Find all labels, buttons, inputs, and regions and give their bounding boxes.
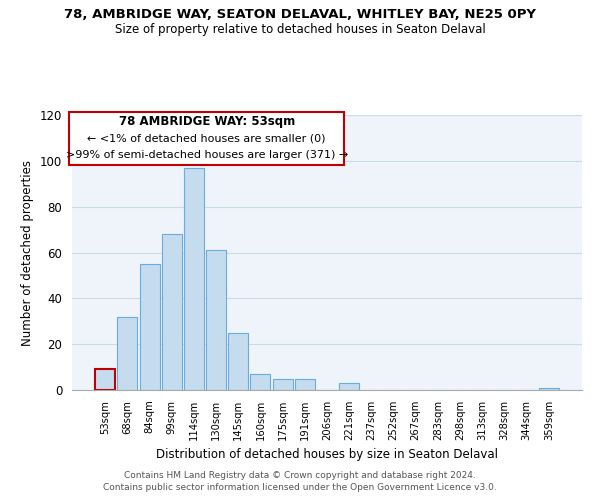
Text: Contains HM Land Registry data © Crown copyright and database right 2024.: Contains HM Land Registry data © Crown c…	[124, 471, 476, 480]
Bar	[250, 374, 271, 390]
Y-axis label: Number of detached properties: Number of detached properties	[22, 160, 34, 346]
Bar	[206, 250, 226, 390]
Bar	[95, 370, 115, 390]
Bar	[140, 264, 160, 390]
Bar	[118, 316, 137, 390]
Bar	[272, 378, 293, 390]
Bar	[162, 234, 182, 390]
Text: ← <1% of detached houses are smaller (0): ← <1% of detached houses are smaller (0)	[88, 134, 326, 143]
X-axis label: Distribution of detached houses by size in Seaton Delaval: Distribution of detached houses by size …	[156, 448, 498, 462]
Bar	[539, 388, 559, 390]
Text: Size of property relative to detached houses in Seaton Delaval: Size of property relative to detached ho…	[115, 22, 485, 36]
Bar	[184, 168, 204, 390]
Bar	[228, 332, 248, 390]
Text: Contains public sector information licensed under the Open Government Licence v3: Contains public sector information licen…	[103, 484, 497, 492]
Text: 78, AMBRIDGE WAY, SEATON DELAVAL, WHITLEY BAY, NE25 0PY: 78, AMBRIDGE WAY, SEATON DELAVAL, WHITLE…	[64, 8, 536, 20]
Bar	[339, 383, 359, 390]
Bar	[295, 378, 315, 390]
Text: 78 AMBRIDGE WAY: 53sqm: 78 AMBRIDGE WAY: 53sqm	[119, 115, 295, 128]
Text: >99% of semi-detached houses are larger (371) →: >99% of semi-detached houses are larger …	[65, 150, 348, 160]
